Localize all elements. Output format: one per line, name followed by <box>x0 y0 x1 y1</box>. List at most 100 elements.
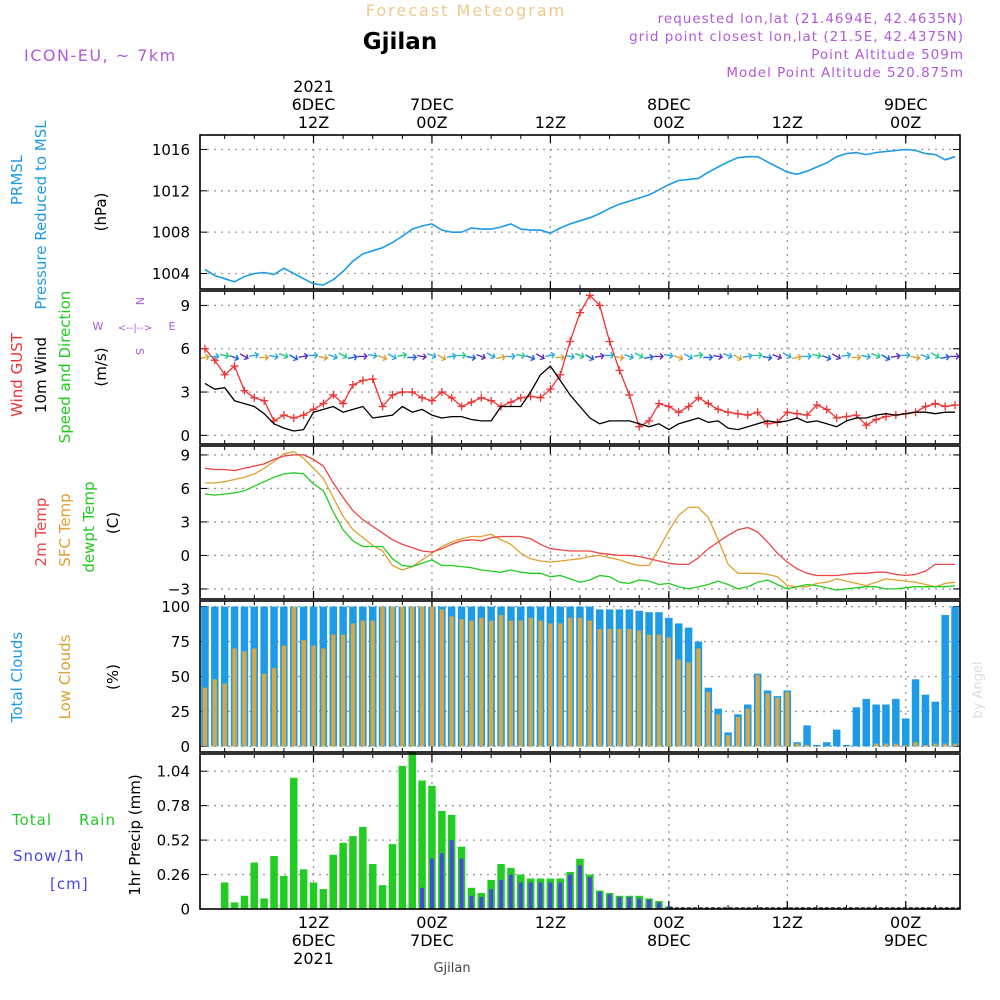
wind-gust-marker <box>516 393 525 402</box>
wind-gust-marker <box>200 344 209 353</box>
legend-cm: [cm] <box>50 875 89 893</box>
arrow-shape <box>831 353 841 361</box>
wind-direction-arrow <box>486 352 496 360</box>
wind-gust-marker <box>398 388 407 397</box>
wind-direction-arrow <box>742 352 753 360</box>
credit-watermark: by Angel <box>971 661 986 718</box>
total-cloud-bar <box>882 704 890 747</box>
wind-direction-arrow <box>772 353 783 361</box>
y-tick-label: 1016 <box>152 141 190 159</box>
bottom-axis-year: 2021 <box>293 949 334 968</box>
wind-gust-marker <box>408 388 417 397</box>
snow-bar <box>430 858 434 909</box>
arrow-shape <box>851 353 862 361</box>
total-cloud-bar <box>921 694 930 747</box>
rain-bar <box>388 844 397 909</box>
y-tick-label: 1008 <box>152 224 190 242</box>
temp-2m-line <box>204 454 956 577</box>
wind-gust-marker <box>348 380 357 389</box>
top-axis-hour: 12Z <box>535 113 566 132</box>
arrow-shape <box>841 351 852 359</box>
wind-direction-arrow <box>871 352 881 360</box>
wind-direction-arrow <box>811 352 822 360</box>
y-tick-label: 1004 <box>152 265 190 283</box>
arrow-shape <box>693 351 704 359</box>
wind-gust-marker <box>447 393 456 402</box>
low-cloud-bar <box>804 745 810 747</box>
low-cloud-bar <box>755 675 760 747</box>
wind-direction-arrow <box>259 353 270 361</box>
wind-gust-marker <box>921 402 930 411</box>
wind-direction-arrow <box>495 353 506 361</box>
y-tick-label: 0 <box>180 738 190 756</box>
total-cloud-bar <box>862 698 870 747</box>
arrow-shape <box>890 352 901 360</box>
total-cloud-bar <box>931 701 940 747</box>
y-tick-label: 0 <box>180 901 190 919</box>
rain-bar <box>260 898 268 909</box>
wind-direction-arrow <box>278 352 289 360</box>
temp-2m-label: 2m Temp <box>32 498 50 567</box>
wind-gust-marker <box>862 421 871 430</box>
bottom-axis-date: 7DEC <box>410 931 454 950</box>
low-cloud-bar <box>380 606 385 747</box>
wind-gust-marker <box>477 393 486 402</box>
arrow-shape <box>703 353 714 361</box>
arrow-shape <box>881 354 891 362</box>
arrow-shape <box>782 352 792 360</box>
low-cloud-bar <box>291 606 296 747</box>
wind-direction-arrow <box>437 354 447 362</box>
low-cloud-bar <box>489 620 494 747</box>
wind-gust-marker <box>625 390 634 399</box>
total-cloud-bar <box>823 742 831 747</box>
wind-direction-arrow <box>505 352 516 360</box>
wind-gust-marker <box>240 386 249 395</box>
low-cloud-bar <box>952 743 958 747</box>
wind-direction-arrow <box>792 353 803 361</box>
wind-direction-arrow <box>950 352 961 360</box>
wind-gust-marker <box>536 393 545 402</box>
temp-unit: (C) <box>104 512 122 534</box>
model-label: ICON-EU, ~ 7km <box>24 46 177 65</box>
wind-gust-marker <box>753 408 762 417</box>
wind-direction-arrow <box>476 353 486 361</box>
arrow-shape <box>604 351 615 359</box>
snow-bar <box>518 882 523 909</box>
rain-bar <box>408 751 416 909</box>
arrow-shape <box>407 353 418 361</box>
wind-gust-marker <box>724 408 733 417</box>
wind-direction-arrow <box>367 352 378 360</box>
low-cloud-bar <box>429 606 435 747</box>
wind-gust-marker <box>733 409 742 418</box>
total-cloud-bar <box>201 606 209 747</box>
arrow-shape <box>466 354 477 362</box>
wind-direction-arrow <box>802 352 813 360</box>
pressure-label-long: Pressure Reduced to MSL <box>32 120 50 310</box>
arrow-shape <box>328 353 338 361</box>
arrow-shape <box>456 351 467 359</box>
arrow-shape <box>821 354 832 362</box>
arrow-shape <box>920 353 931 361</box>
arrow-shape <box>575 352 585 360</box>
snow-bar <box>617 897 622 909</box>
wind-gust-marker <box>674 408 683 417</box>
wind-gust-marker <box>931 399 940 408</box>
low-cloud-bar <box>252 648 257 747</box>
top-axis-year: 2021 <box>293 77 334 96</box>
arrow-shape <box>910 354 921 362</box>
snow-bar <box>607 894 612 909</box>
arrow-shape <box>802 352 813 360</box>
arrow-shape <box>861 353 872 361</box>
top-axis-date: 9DEC <box>884 95 928 114</box>
arrow-shape <box>565 353 576 361</box>
point-altitude: Point Altitude 509m <box>811 47 964 63</box>
low-cloud-bar <box>370 620 375 747</box>
low-cloud-bar <box>745 708 750 747</box>
wind-gust-marker <box>595 301 604 310</box>
arrow-shape <box>871 352 881 360</box>
arrow-shape <box>397 351 408 359</box>
low-cloud-bar <box>765 693 770 747</box>
rain-bar <box>349 836 357 909</box>
arrow-shape <box>614 354 625 362</box>
snow-bar <box>558 882 563 909</box>
